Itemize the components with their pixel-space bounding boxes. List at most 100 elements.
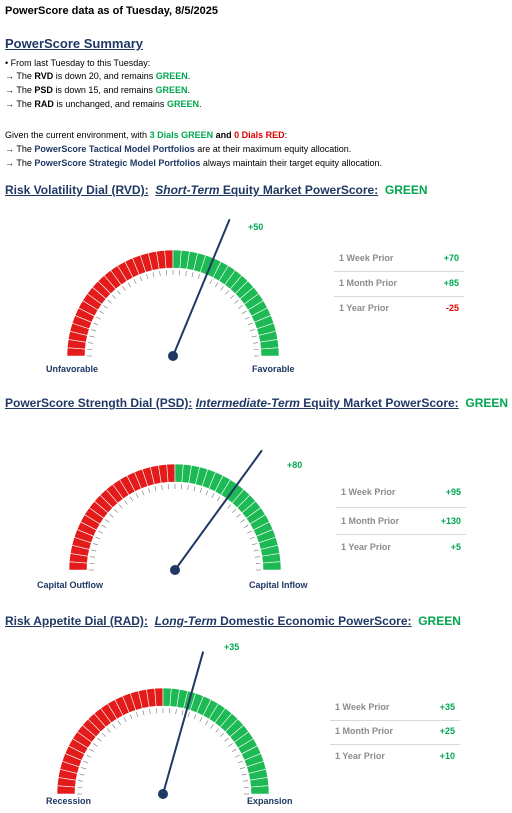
gauge-tick (241, 773, 247, 776)
rvd-score: +50 (248, 222, 264, 232)
gauge-tick (112, 724, 116, 729)
gauge-tick (116, 290, 121, 295)
psd-right-label: Capital Inflow (249, 580, 308, 590)
gauge-tick (254, 556, 260, 558)
gauge-tick (161, 485, 163, 491)
gauge-tick (93, 543, 99, 546)
gauge-segment (164, 249, 174, 269)
summary-title: PowerScore Summary (5, 36, 144, 51)
gauge-tick (91, 329, 97, 332)
gauge-tick (159, 271, 161, 277)
gauge-tick (96, 316, 101, 320)
gauge-tick (231, 748, 237, 752)
gauge-tick (242, 780, 248, 782)
gauge-tick (240, 519, 245, 523)
rvd-title: Risk Volatility Dial (RVD): Short-Term E… (5, 183, 428, 197)
gauge-tick (185, 271, 187, 277)
gauge-tick (225, 290, 230, 295)
gauge-tick (106, 728, 111, 733)
rvd-prior-year: 1 Year Prior -25 (339, 303, 459, 313)
gauge-tick (107, 299, 112, 304)
gauge-tick (88, 342, 94, 344)
gauge-tick (247, 322, 253, 326)
gauge-tick (154, 486, 157, 492)
gauge-tick (251, 335, 257, 338)
gauge-tick (139, 276, 143, 282)
gauge-tick (97, 737, 102, 742)
gauge-tick (81, 767, 87, 770)
rad-prior-year: 1 Year Prior +10 (335, 751, 455, 761)
gauge-tick (152, 272, 155, 278)
gauge-tick (136, 712, 139, 718)
gauge-tick (101, 524, 107, 528)
gauge-tick (236, 513, 241, 518)
summary-rvd-line: → The RVD is down 20, and remains GREEN. (5, 71, 191, 81)
gauge-tick (124, 500, 128, 505)
gauge-tick (249, 536, 255, 540)
gauge-tick (191, 272, 194, 278)
gauge-tick (197, 274, 200, 280)
gauge-tick (83, 760, 89, 764)
gauge-hub (168, 351, 178, 361)
psd-prior-week: 1 Week Prior +95 (341, 487, 461, 497)
gauge-tick (98, 530, 103, 534)
divider (336, 534, 466, 535)
gauge-tick (215, 728, 220, 733)
gauge-tick (123, 717, 127, 722)
gauge-tick (199, 488, 202, 494)
gauge-tick (230, 294, 235, 299)
gauge-tick (220, 732, 225, 737)
gauge-tick (251, 543, 257, 546)
gauge-tick (103, 305, 108, 309)
rad-left-label: Recession (46, 796, 92, 806)
gauge-tick (199, 717, 203, 722)
gauge-tick (224, 737, 229, 742)
gauge-tick (135, 493, 139, 498)
rad-title: Risk Appetite Dial (RAD): Long-Term Dome… (5, 614, 461, 628)
gauge-tick (93, 743, 98, 747)
rvd-gauge (66, 218, 280, 361)
gauge-tick (187, 712, 190, 718)
gauge-tick (234, 299, 239, 304)
gauge-tick (235, 754, 240, 758)
rad-score: +35 (224, 642, 240, 652)
gauge-tick (95, 536, 101, 540)
gauge-tick (127, 282, 131, 288)
gauge-tick (205, 720, 209, 726)
gauge-tick (247, 530, 252, 534)
gauge-tick (238, 305, 243, 309)
gauge-tick (241, 310, 247, 314)
gauge-tick (245, 316, 250, 320)
gauge-tick (220, 286, 224, 291)
gauge-tick (149, 709, 151, 715)
gauge-needle (174, 449, 263, 571)
gauge-needle (172, 218, 231, 357)
gauge-tick (79, 773, 85, 776)
summary-tactical-line: → The PowerScore Tactical Model Portfoli… (5, 144, 352, 154)
gauge-tick (210, 724, 214, 729)
gauge-tick (215, 282, 219, 288)
gauge-hub (158, 789, 168, 799)
gauge-segment (166, 463, 176, 483)
summary-psd-line: → The PSD is down 15, and remains GREEN. (5, 85, 190, 95)
gauge-tick (232, 508, 237, 513)
psd-prior-year: 1 Year Prior +5 (341, 542, 461, 552)
gauge-tick (187, 485, 189, 491)
rad-right-label: Expansion (247, 796, 293, 806)
psd-gauge (68, 449, 282, 575)
gauge-needle (162, 651, 205, 795)
gauge-tick (252, 342, 258, 344)
gauge-tick (142, 710, 145, 716)
divider (334, 296, 464, 297)
rad-prior-week: 1 Week Prior +35 (335, 702, 455, 712)
rvd-right-label: Favorable (252, 364, 295, 374)
gauge-tick (99, 310, 105, 314)
gauge-tick (211, 493, 215, 498)
psd-prior-month: 1 Month Prior +130 (341, 516, 461, 526)
psd-score: +80 (287, 460, 303, 470)
gauge-tick (117, 720, 121, 726)
gauge-tick (122, 286, 126, 291)
summary-rad-line: → The RAD is unchanged, and remains GREE… (5, 99, 202, 109)
gauge-segment (262, 561, 282, 571)
gauge-tick (93, 322, 99, 326)
